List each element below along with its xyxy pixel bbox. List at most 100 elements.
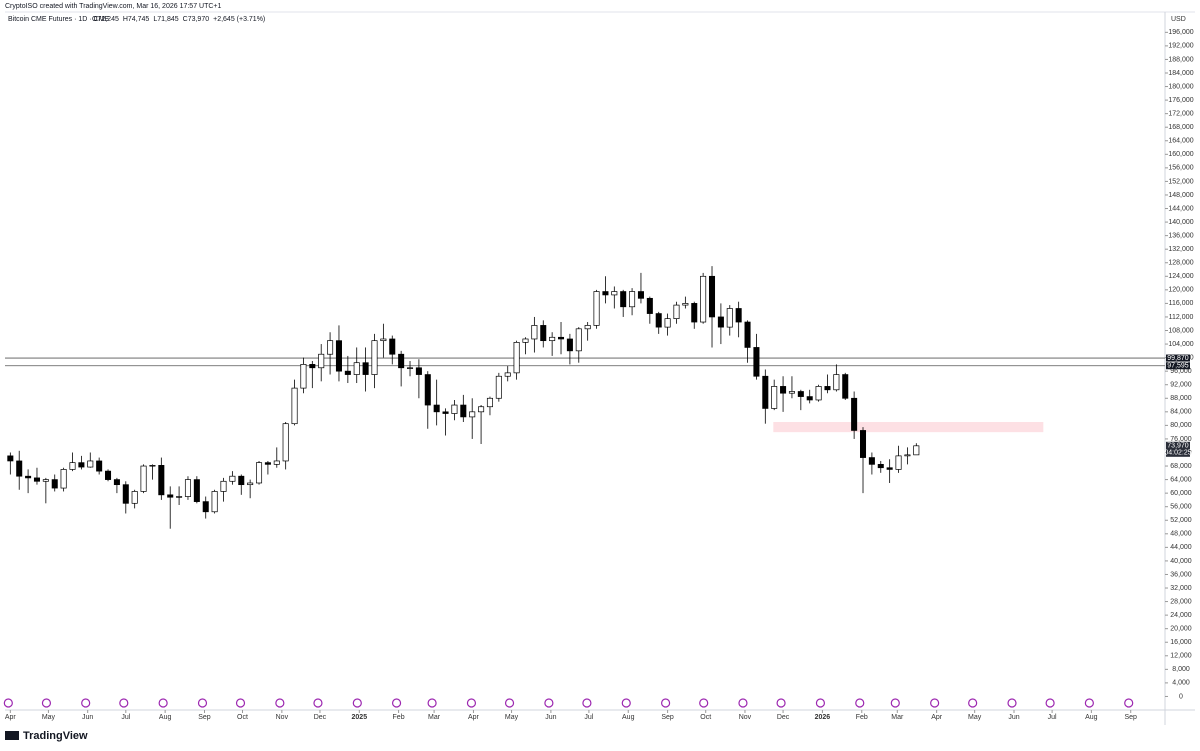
candle-body xyxy=(220,480,227,492)
candle-body xyxy=(335,340,342,372)
candle-body xyxy=(131,491,138,504)
x-tick-label: Sep xyxy=(198,714,211,721)
event-icon xyxy=(815,698,826,708)
currency: USD xyxy=(1171,16,1186,23)
y-tick-label: 64,000 xyxy=(1170,476,1192,483)
candle-body xyxy=(700,275,707,323)
y-tick-label: 32,000 xyxy=(1170,585,1192,592)
candle-body xyxy=(389,338,396,355)
y-tick-label: 180,000 xyxy=(1168,83,1193,90)
candle-body xyxy=(566,338,573,352)
candle-body xyxy=(682,303,689,306)
x-tick-label: Aug xyxy=(622,714,635,721)
y-tick-label: 96,000 xyxy=(1170,368,1192,375)
candle-body xyxy=(780,386,787,394)
candle-body xyxy=(247,482,254,486)
candle-body xyxy=(415,367,422,375)
candle-body xyxy=(282,423,289,462)
candle-body xyxy=(264,462,271,465)
candle-body xyxy=(300,364,307,389)
price-tag-label: 97,595 xyxy=(1167,363,1189,370)
symbol-title: Bitcoin CME Futures · 1D · CME xyxy=(8,16,109,23)
event-icon xyxy=(504,698,515,708)
y-tick-label: 60,000 xyxy=(1170,490,1192,497)
event-icon xyxy=(621,698,631,708)
candle-body xyxy=(531,325,538,340)
candle-body xyxy=(87,460,94,468)
candle-body xyxy=(51,479,58,489)
x-tick-label: Sep xyxy=(1124,714,1137,721)
candle-body xyxy=(60,469,67,489)
candle-body xyxy=(25,475,32,479)
candle-body xyxy=(344,370,351,375)
candle-body xyxy=(442,411,449,414)
price-tag-label: 99,870 xyxy=(1167,355,1189,362)
candle-body xyxy=(149,465,156,467)
ohlc-value: L71,845 xyxy=(153,16,178,23)
y-tick-label: 4,000 xyxy=(1172,680,1190,687)
candle-body xyxy=(708,275,716,318)
candle-body xyxy=(504,372,511,377)
event-icon xyxy=(738,698,748,708)
candle-body xyxy=(33,477,40,482)
event-icon xyxy=(466,698,477,708)
y-tick-label: 120,000 xyxy=(1168,287,1193,294)
x-tick-label: Jul xyxy=(1048,714,1057,721)
candle-body xyxy=(788,391,795,394)
y-tick-label: 68,000 xyxy=(1170,463,1192,470)
candle-body xyxy=(424,374,431,406)
event-icon xyxy=(427,698,437,708)
y-tick-label: 140,000 xyxy=(1168,219,1193,226)
candle-body xyxy=(229,475,236,482)
x-tick-label: Feb xyxy=(856,714,868,721)
candle-body xyxy=(327,340,334,355)
x-tick-label: Nov xyxy=(276,714,289,721)
candle-body xyxy=(16,460,23,477)
y-tick-label: 124,000 xyxy=(1168,273,1193,280)
y-tick-label: 56,000 xyxy=(1170,504,1192,511)
candle-body xyxy=(575,328,582,352)
x-tick-label: Aug xyxy=(159,714,172,721)
candle-body xyxy=(717,316,724,328)
y-tick-label: 0 xyxy=(1179,693,1183,700)
x-tick-label: May xyxy=(505,714,519,721)
candle-body xyxy=(762,375,769,409)
candle-body xyxy=(673,304,680,319)
y-tick-label: 20,000 xyxy=(1170,626,1192,633)
event-icon xyxy=(968,698,978,708)
price-tag xyxy=(1166,362,1190,370)
candle-body xyxy=(469,411,476,418)
x-tick-label: Mar xyxy=(428,714,441,721)
candle-body xyxy=(238,475,245,486)
x-tick-label: Oct xyxy=(237,714,248,721)
candle-body xyxy=(7,455,14,462)
ohlc-value: O72,245 xyxy=(92,16,119,23)
event-icon xyxy=(890,698,900,708)
y-tick-label: 16,000 xyxy=(1170,639,1192,646)
candle-body xyxy=(877,463,884,469)
candle-body xyxy=(158,465,165,496)
y-tick-label: 160,000 xyxy=(1168,151,1193,158)
y-tick-label: 164,000 xyxy=(1168,138,1193,145)
y-tick-label: 52,000 xyxy=(1170,517,1192,524)
candle-body xyxy=(637,291,644,299)
event-icon xyxy=(352,698,362,708)
event-icon xyxy=(235,698,246,708)
y-tick-label: 84,000 xyxy=(1170,409,1192,416)
candle-body xyxy=(433,404,440,413)
y-tick-label: 36,000 xyxy=(1170,571,1192,578)
x-tick-label: Nov xyxy=(739,714,752,721)
candle-body xyxy=(451,404,458,414)
candle-body xyxy=(42,479,49,482)
y-tick-label: 8,000 xyxy=(1172,666,1190,673)
y-tick-label: 156,000 xyxy=(1168,165,1193,172)
y-tick-label: 188,000 xyxy=(1168,56,1193,63)
y-tick-label: 88,000 xyxy=(1170,395,1192,402)
ohlc-value: +2,645 (+3.71%) xyxy=(213,16,265,23)
candle-body xyxy=(646,297,653,314)
candle-body xyxy=(522,338,529,343)
candle-body xyxy=(202,501,209,513)
y-tick-label: 108,000 xyxy=(1168,327,1193,334)
candle-body xyxy=(886,467,893,470)
event-icon xyxy=(582,698,592,708)
